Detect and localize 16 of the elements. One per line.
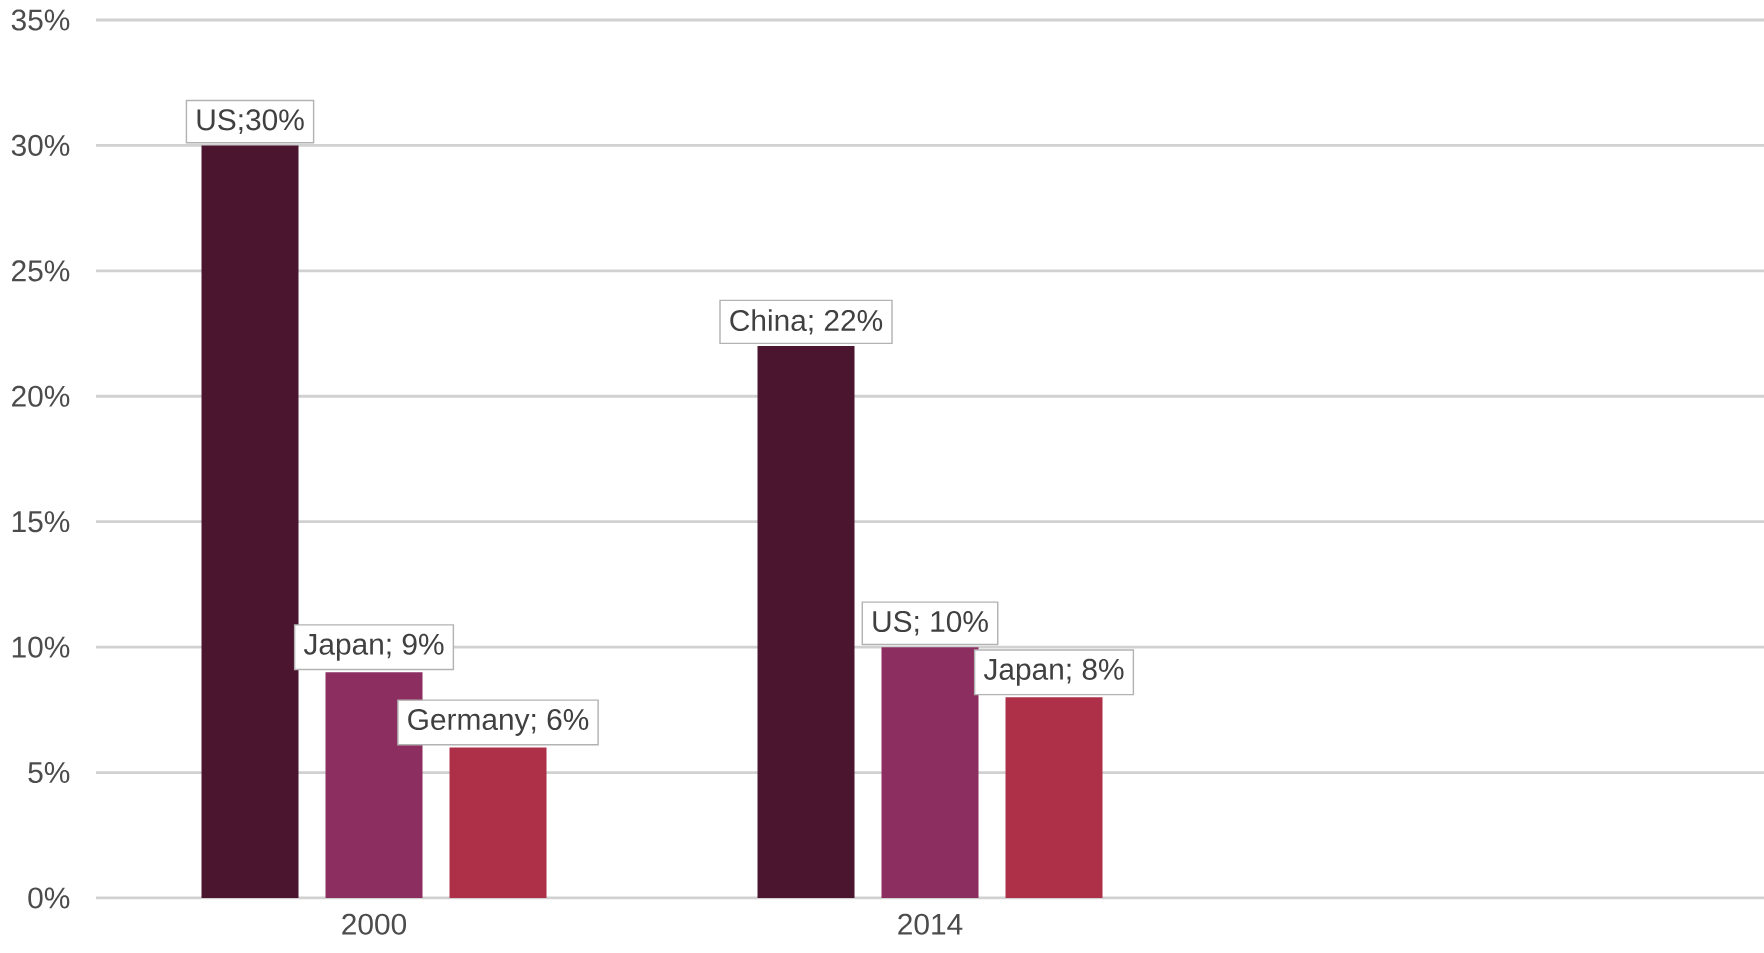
data-label: China; 22% bbox=[730, 309, 883, 335]
data-label: US; 10% bbox=[873, 610, 988, 636]
x-tick-label: 2014 bbox=[898, 913, 963, 935]
y-tick-label: 25% bbox=[12, 260, 70, 282]
data-label: Japan; 9% bbox=[303, 633, 444, 661]
y-tick-label: 30% bbox=[11, 134, 70, 156]
y-tick-label: 35% bbox=[11, 9, 70, 31]
y-tick-label: 5% bbox=[28, 762, 70, 784]
data-label: US;30% bbox=[197, 109, 304, 134]
data-label: Germany; 6% bbox=[408, 708, 589, 736]
y-tick-label: 10% bbox=[12, 636, 70, 658]
y-tick-label: 20% bbox=[12, 385, 70, 407]
x-tick-label: 2000 bbox=[342, 913, 407, 935]
y-tick-label: 15% bbox=[12, 511, 70, 533]
data-label: Japan; 8% bbox=[983, 658, 1124, 686]
y-tick-label: 0% bbox=[28, 887, 70, 909]
